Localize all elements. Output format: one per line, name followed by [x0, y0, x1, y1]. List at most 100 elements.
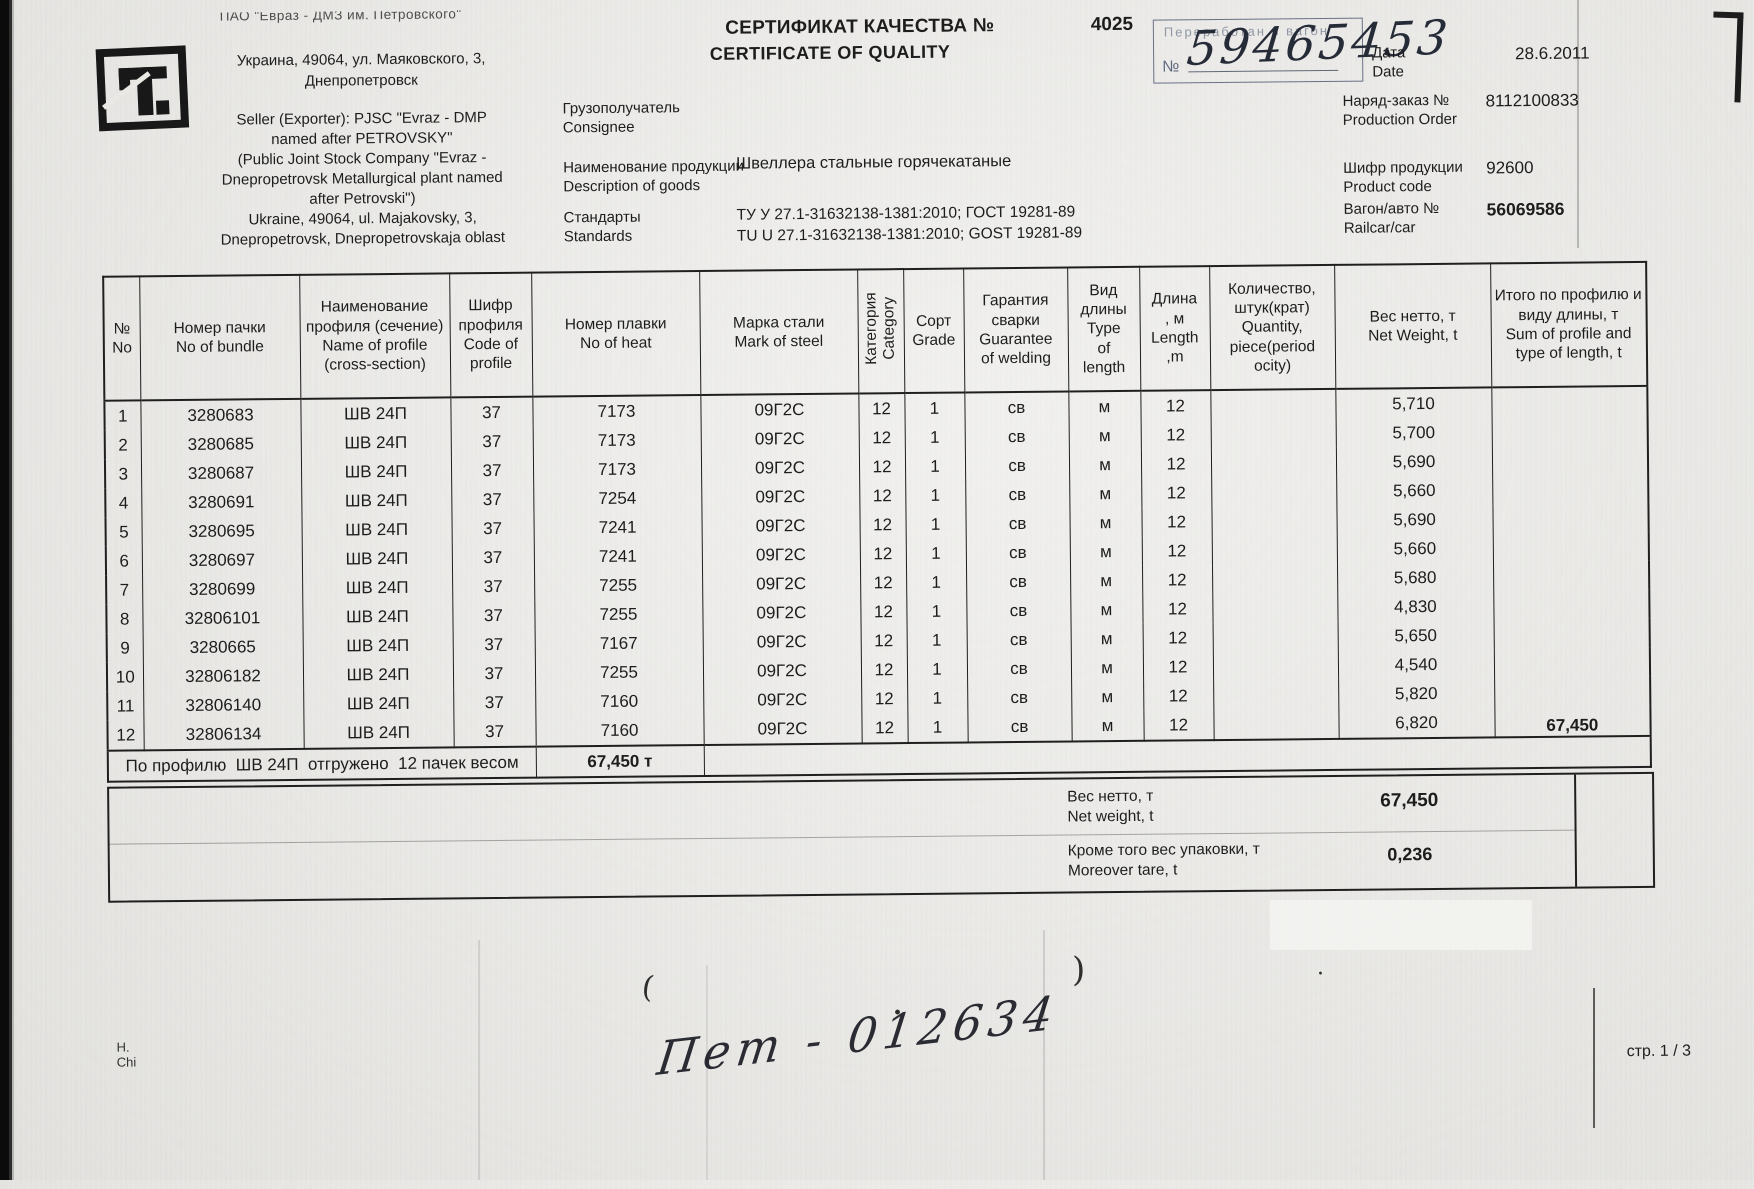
table-cell: 11 — [107, 691, 144, 721]
table-cell: 7255 — [534, 570, 703, 601]
table-cell: св — [964, 391, 1069, 423]
table-cell: ШВ 24П — [300, 456, 452, 487]
table-cell: 3280687 — [140, 457, 302, 489]
table-cell — [1211, 476, 1337, 508]
col-header-profile-code: Шифр профиля Code of profile — [449, 272, 533, 398]
table-cell: 12 — [860, 655, 908, 685]
table-cell: 09Г2С — [702, 568, 861, 600]
table-cell: ШВ 24П — [301, 543, 453, 574]
col-header-bundle: Номер пачки No of bundle — [139, 274, 301, 401]
product-code-label: Шифр продукции Product code — [1343, 158, 1463, 196]
table-cell: 10 — [106, 662, 144, 692]
table-cell — [1213, 708, 1339, 741]
table-cell: 12 — [859, 510, 906, 540]
table-cell: 12 — [859, 539, 907, 569]
col-header-sum: Итого по профилю и виду длины, т Sum of … — [1490, 261, 1648, 388]
table-cell: м — [1068, 449, 1142, 480]
net-weight-value: 67,450 — [1380, 789, 1439, 812]
table-cell: 3280683 — [140, 398, 301, 431]
table-cell — [1213, 679, 1339, 711]
table-cell: 5 — [105, 517, 142, 547]
table-cell: 09Г2С — [702, 655, 862, 687]
table-cell: 7255 — [534, 657, 704, 688]
table-cell: св — [965, 508, 1070, 539]
footer-truncated-signature-labels: Н. Chi — [116, 1039, 137, 1070]
pen-mark: · — [1317, 962, 1324, 987]
table-cell: 09Г2С — [701, 510, 860, 542]
table-cell: 1 — [906, 625, 967, 656]
table-cell: 12 — [107, 720, 144, 751]
table-cell: св — [965, 479, 1070, 510]
table-cell: 1 — [907, 683, 968, 714]
table-cell: м — [1070, 623, 1143, 654]
col-header-grade: Сорт Grade — [903, 268, 965, 394]
certificate-title-ru: СЕРТИФИКАТ КАЧЕСТВА № — [725, 15, 995, 39]
table-cell: 1 — [907, 712, 968, 744]
product-code-value: 92600 — [1486, 158, 1534, 178]
table-cell: 5,700 — [1335, 417, 1492, 448]
col-header-quantity: Количество, штук(крат) Quantity, piece(p… — [1209, 264, 1336, 391]
table-cell: 3 — [104, 459, 142, 489]
company-name-cyrillic-cut: ПАО "Евраз - ДМЗ им. Петровского" — [219, 9, 462, 24]
tare-value: 0,236 — [1387, 844, 1433, 865]
table-cell: 12 — [861, 684, 908, 714]
col-header-net-weight: Вес нетто, т Net Weight, t — [1334, 263, 1492, 389]
table-cell: 12 — [1143, 710, 1214, 741]
table-cell: 1 — [906, 567, 967, 598]
table-cell: 09Г2С — [703, 713, 862, 746]
scan-streak — [1593, 988, 1595, 1128]
production-order-label: Наряд-заказ № Production Order — [1342, 91, 1458, 129]
scan-streak — [1043, 930, 1045, 1180]
table-cell: ШВ 24П — [302, 630, 453, 661]
table-cell: 37 — [452, 600, 535, 631]
table-cell: 37 — [452, 629, 535, 660]
table-body: 1 3280683 ШВ 24П 37 7173 09Г2С 12 1 св м 12 5,710 67… — [104, 385, 1651, 782]
table-cell: 37 — [453, 716, 536, 748]
table-cell: 09Г2С — [701, 539, 861, 571]
table-cell: 1 — [905, 509, 966, 540]
railcar-value: 56069586 — [1486, 198, 1565, 220]
col-header-length-type: Вид длины Type of length — [1067, 266, 1141, 392]
table-cell: 5,690 — [1335, 446, 1493, 477]
table-cell: ШВ 24П — [302, 601, 453, 632]
table-cell: 5,680 — [1336, 562, 1494, 593]
col-header-steel-mark: Марка стали Mark of steel — [699, 269, 859, 396]
table-cell: 1 — [905, 480, 966, 511]
table-cell: 7 — [106, 575, 143, 605]
table-cell: 37 — [450, 426, 533, 457]
table-cell: м — [1069, 478, 1142, 509]
col-header-profile-name: Наименование профиля (сечение) Name of p… — [299, 273, 451, 399]
table-cell: 3280699 — [142, 573, 303, 605]
table-cell: 32806134 — [143, 718, 304, 751]
table-cell: 37 — [452, 658, 536, 689]
table-cell: 37 — [450, 455, 534, 486]
table-cell: 12 — [1140, 449, 1212, 479]
seller-exporter-block: Seller (Exporter): PJSC "Evraz - DMP nam… — [220, 109, 506, 249]
table-cell: ШВ 24П — [303, 717, 454, 749]
table-cell: 32806182 — [142, 660, 304, 692]
consignee-label: Грузополучатель Consignee — [562, 99, 681, 137]
table-cell: 12 — [1142, 623, 1213, 653]
table-cell — [1211, 534, 1337, 566]
table-cell: 5,710 — [1335, 387, 1492, 419]
company-address-ru: Украина, 49064, ул. Маяковского, 3, Днеп… — [236, 50, 486, 90]
net-weight-label: Вес нетто, т Net weight, t — [1067, 787, 1154, 826]
table-cell: 12 — [858, 423, 905, 453]
table-cell: м — [1071, 681, 1144, 712]
table-cell: 5,660 — [1336, 533, 1493, 564]
table-cell: 8 — [106, 604, 143, 634]
table-cell: 4 — [105, 488, 142, 518]
table-cell — [1212, 650, 1339, 682]
standards-value: ТУ У 27.1-31632138-1381:2010; ГОСТ 19281… — [736, 203, 1083, 245]
table-cell: 7173 — [532, 425, 701, 456]
table-cell: м — [1068, 420, 1141, 451]
table-cell: 09Г2С — [700, 423, 859, 455]
scan-streak — [478, 940, 480, 1180]
date-label: Дата Date — [1372, 44, 1406, 81]
table-cell: 3280697 — [141, 544, 303, 576]
table-cell: м — [1069, 536, 1143, 567]
table-cell: 09Г2С — [700, 452, 860, 484]
table-cell: 5,820 — [1338, 678, 1495, 709]
table-cell: 6,820 — [1338, 707, 1495, 739]
table-cell: м — [1070, 594, 1143, 625]
